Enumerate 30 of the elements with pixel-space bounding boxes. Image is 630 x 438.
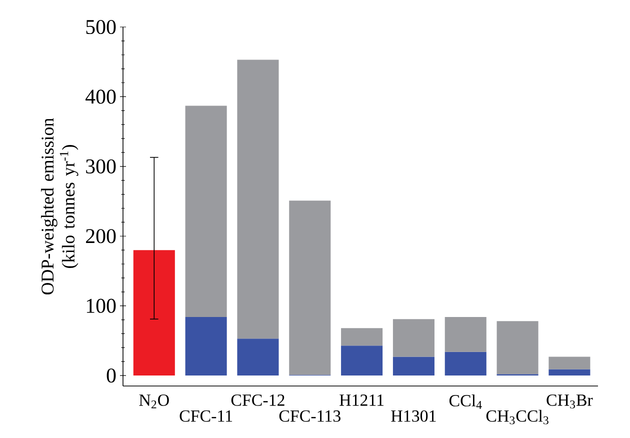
bar — [289, 200, 331, 375]
bar — [496, 321, 538, 374]
x-tick-label: CFC-12 — [231, 394, 284, 406]
y-tick-label: 400 — [86, 90, 116, 104]
bar — [392, 319, 434, 357]
bar — [185, 316, 227, 376]
bar — [392, 356, 434, 376]
bar — [341, 328, 383, 346]
bar — [444, 316, 486, 352]
bar — [548, 369, 590, 376]
y-tick-label: 200 — [86, 229, 116, 244]
y-tick-label: 0 — [106, 368, 116, 383]
bar — [185, 106, 227, 317]
y-tick-label: 300 — [86, 159, 116, 174]
x-tick-label: CFC-11 — [180, 410, 232, 422]
x-tick-label: CFC-113 — [279, 410, 340, 422]
x-tick-label: CCl$_{4}$ — [449, 394, 482, 409]
bar — [444, 352, 486, 376]
x-tick-label: CH$_{3}$Br — [546, 394, 593, 408]
bar — [133, 250, 175, 376]
x-tick-label: CH$_{3}$CCl$_{3}$ — [486, 410, 548, 424]
bar — [341, 346, 383, 376]
x-tick-label: N$_{2}$O — [139, 394, 169, 408]
bar — [548, 356, 590, 370]
y-tick-label: 500 — [86, 20, 116, 34]
bar — [237, 60, 279, 339]
bar — [237, 338, 279, 376]
y-tick-label: 100 — [86, 298, 116, 313]
x-tick-label: H1301 — [391, 410, 436, 422]
x-tick-label: H1211 — [340, 394, 384, 406]
